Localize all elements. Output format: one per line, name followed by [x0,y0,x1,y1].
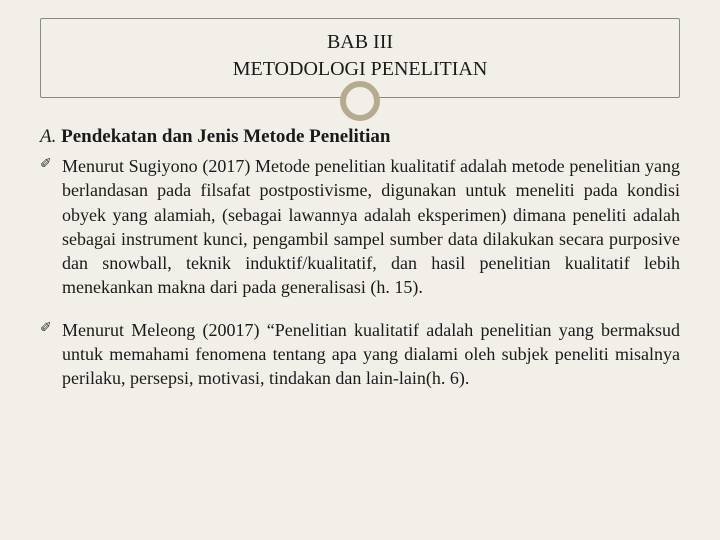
section-heading: A. Pendekatan dan Jenis Metode Penelitia… [40,126,680,148]
bullet-item: Menurut Sugiyono (2017) Metode penelitia… [40,154,680,300]
title-line-1: BAB III [61,29,659,56]
bullet-text: Menurut Sugiyono (2017) Metode penelitia… [62,156,680,297]
slide: BAB III METODOLOGI PENELITIAN A. Pendeka… [0,0,720,540]
bullet-item: Menurut Meleong (20017) “Penelitian kual… [40,318,680,391]
title-line-2: METODOLOGI PENELITIAN [61,56,659,83]
bullet-text: Menurut Meleong (20017) “Penelitian kual… [62,320,680,389]
section-title: Pendekatan dan Jenis Metode Penelitian [61,126,390,147]
section-lead: A. [40,126,61,147]
title-box: BAB III METODOLOGI PENELITIAN [40,18,680,98]
ring-decoration [340,81,380,121]
